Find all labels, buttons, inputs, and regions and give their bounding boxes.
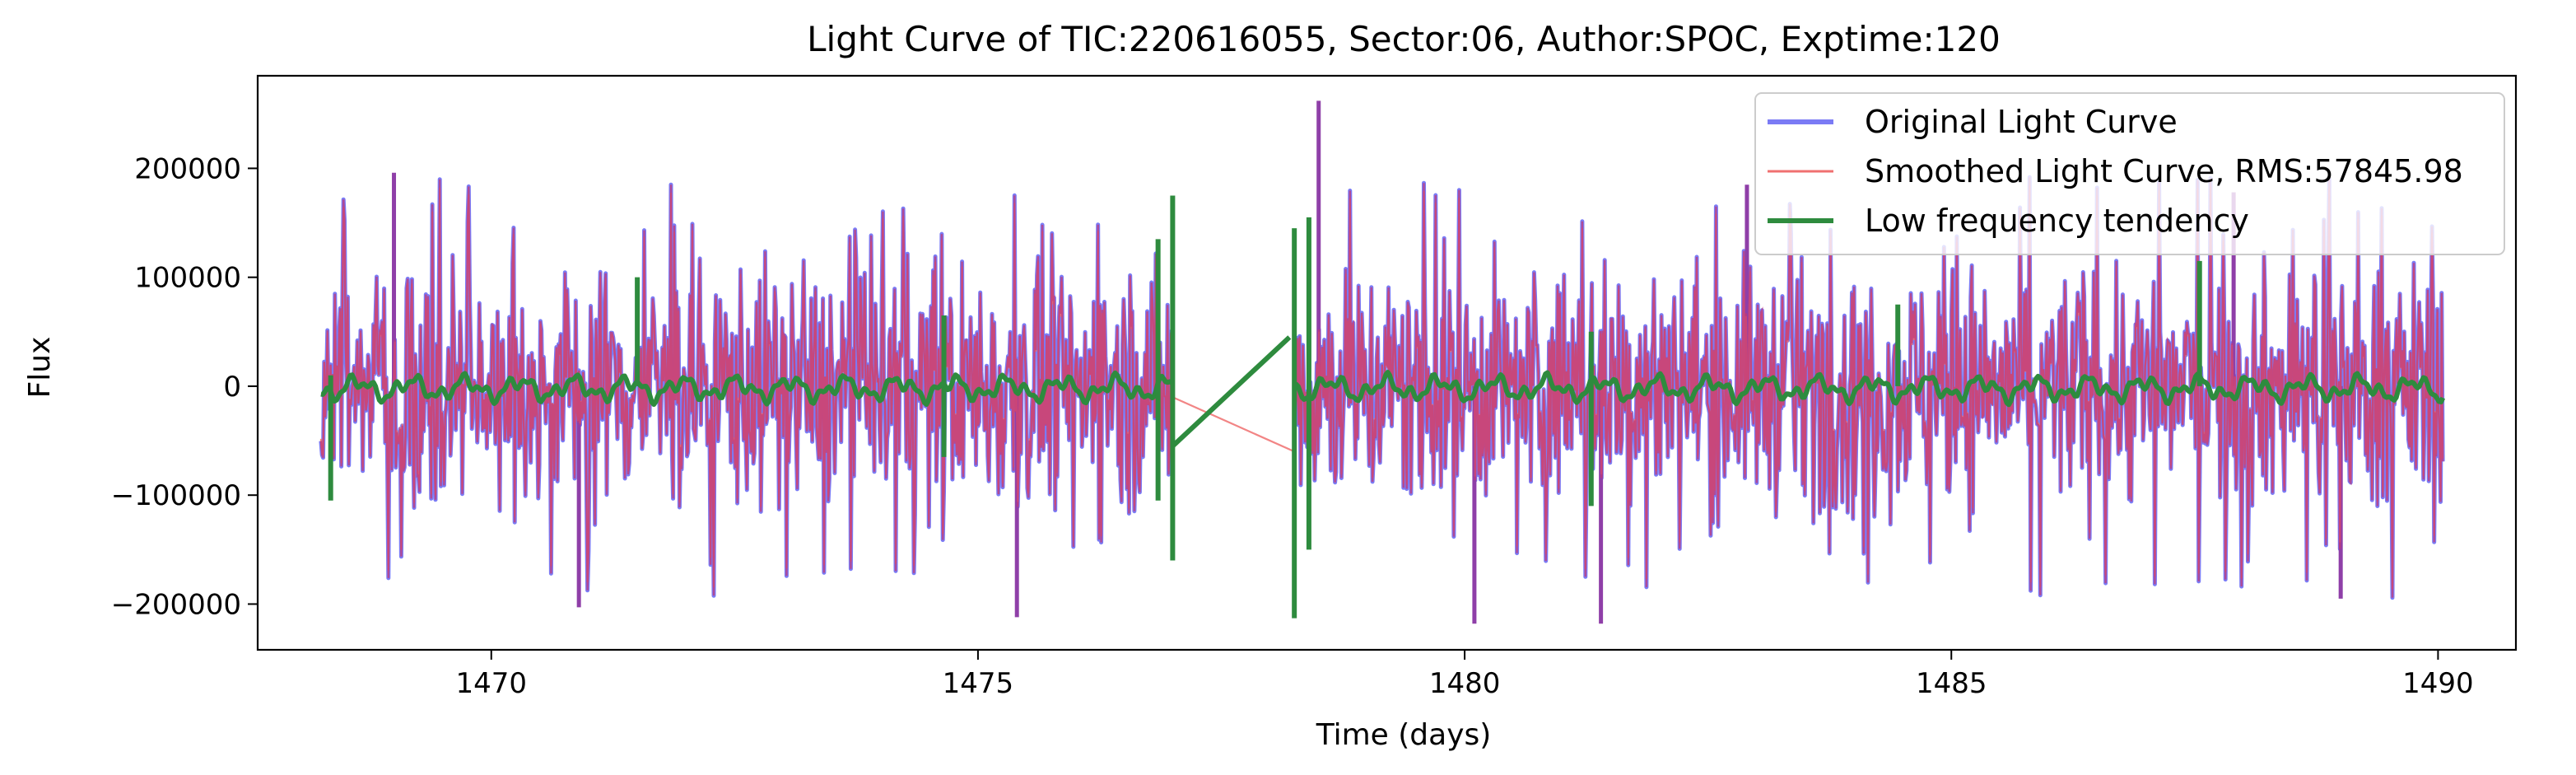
- x-tick-label: 1470: [455, 667, 527, 700]
- smoothed-light-curve: [319, 177, 2444, 598]
- chart-title: Light Curve of TIC:220616055, Sector:06,…: [807, 19, 2001, 59]
- y-tick-label: −100000: [111, 479, 241, 512]
- legend-label-trend: Low frequency tendency: [1865, 203, 2249, 239]
- legend-label-smoothed: Smoothed Light Curve, RMS:57845.98: [1865, 153, 2463, 189]
- x-tick-label: 1475: [943, 667, 1014, 700]
- x-axis: 1470 1475 1480 1485 1490: [455, 650, 2474, 700]
- plot-area: [319, 100, 2446, 624]
- x-tick-label: 1485: [1916, 667, 1987, 700]
- y-axis: 200000 100000 0 −100000 −200000: [111, 152, 258, 621]
- y-axis-label: Flux: [23, 337, 57, 399]
- y-tick-label: 0: [223, 371, 241, 404]
- y-tick-label: 100000: [134, 262, 241, 295]
- y-tick-label: −200000: [111, 588, 241, 621]
- plot-frame: [256, 74, 2518, 651]
- legend-label-original: Original Light Curve: [1865, 104, 2178, 140]
- x-tick-label: 1480: [1429, 667, 1501, 700]
- legend: Original Light Curve Smoothed Light Curv…: [1754, 92, 2505, 255]
- legend-box: [1754, 92, 2505, 255]
- overlap-curve-path: [319, 177, 2444, 598]
- x-axis-label: Time (days): [1316, 718, 1492, 752]
- y-tick-label: 200000: [134, 152, 241, 185]
- low-frequency-tendency: [320, 195, 2446, 619]
- trend-path: [320, 335, 2446, 448]
- x-tick-label: 1490: [2402, 667, 2474, 700]
